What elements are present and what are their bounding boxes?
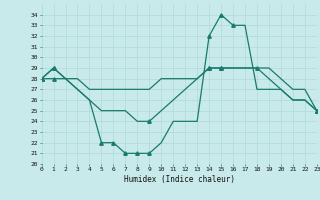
- X-axis label: Humidex (Indice chaleur): Humidex (Indice chaleur): [124, 175, 235, 184]
